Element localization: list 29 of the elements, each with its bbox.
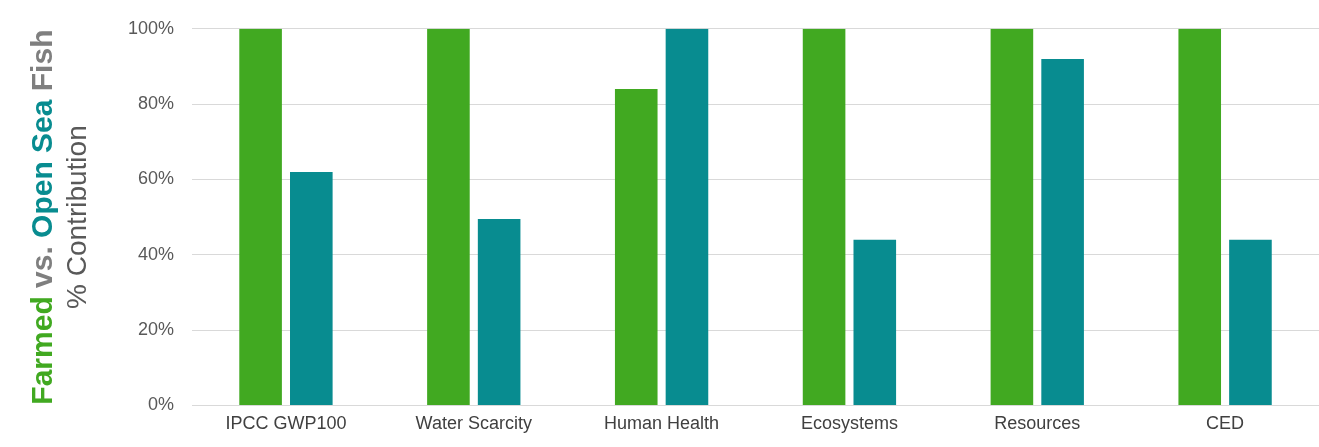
bar	[802, 28, 846, 405]
bar	[1178, 28, 1222, 405]
bar	[665, 28, 709, 405]
x-tick-label: IPCC GWP100	[225, 413, 347, 434]
x-tick-label: Water Scarcity	[415, 413, 532, 434]
bar	[1229, 239, 1272, 405]
x-tick-label: Resources	[994, 413, 1081, 434]
y-tick-label: 40%	[138, 243, 175, 264]
x-tick-label: Ecosystems	[800, 413, 898, 434]
text: vs.	[25, 246, 59, 288]
text: Farmed	[25, 296, 59, 405]
y-tick-label: 0%	[148, 394, 175, 415]
bar	[290, 171, 333, 405]
text: Fish	[25, 29, 59, 92]
bar	[614, 89, 658, 405]
x-tick-label: CED	[1206, 413, 1245, 434]
bar	[990, 28, 1034, 405]
bar	[853, 239, 897, 405]
bar	[239, 28, 282, 405]
y-tick-label: 80%	[138, 93, 175, 114]
y-tick-label: 20%	[138, 319, 175, 340]
x-tick-label: Human Health	[604, 413, 720, 434]
text: Open Sea	[25, 99, 59, 238]
bar	[1041, 58, 1084, 405]
y-tick-label: 60%	[138, 168, 175, 189]
y-tick-label: 100%	[127, 17, 175, 38]
bar	[427, 28, 470, 405]
y-axis-title: % Contribution	[60, 125, 92, 309]
bar	[477, 218, 521, 405]
